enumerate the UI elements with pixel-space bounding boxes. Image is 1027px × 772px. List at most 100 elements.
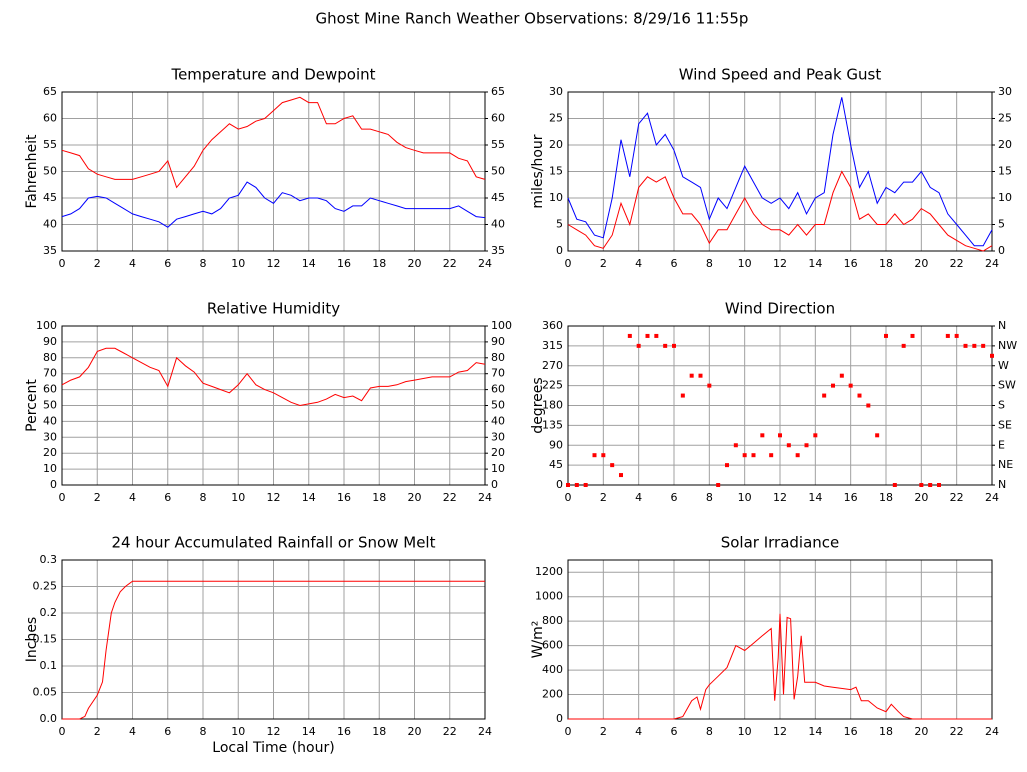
y-tick-label: 0.0: [40, 712, 58, 725]
y2-tick-label: S: [998, 399, 1005, 412]
x-tick-label: 8: [200, 257, 207, 270]
point: [663, 343, 668, 348]
y-axis-label: miles/hour: [530, 134, 546, 208]
point: [981, 343, 986, 348]
point: [725, 463, 729, 468]
y2-tick-label: 25: [998, 112, 1012, 125]
point: [627, 333, 632, 338]
y2-tick-label: NE: [998, 458, 1013, 471]
y-tick-label: 180: [542, 399, 563, 412]
point: [848, 383, 853, 388]
x-tick-label: 4: [129, 491, 136, 504]
x-tick-label: 14: [808, 491, 822, 504]
y-tick-label: 90: [43, 335, 57, 348]
point: [592, 453, 597, 458]
x-tick-label: 16: [337, 257, 351, 270]
x-tick-label: 24: [985, 491, 999, 504]
x-tick-label: 22: [950, 257, 964, 270]
y2-tick-label: NW: [998, 339, 1017, 352]
chart-title: Wind Direction: [725, 300, 835, 318]
y-tick-label: 100: [36, 319, 57, 332]
point: [707, 383, 712, 388]
y-tick-label: 10: [549, 191, 563, 204]
point: [866, 403, 871, 408]
x-tick-label: 0: [565, 257, 572, 270]
y-tick-label: 55: [43, 138, 57, 151]
y-tick-label: 200: [542, 688, 563, 701]
point: [875, 433, 880, 438]
point: [857, 393, 862, 398]
y-tick-label: 600: [542, 639, 563, 652]
point: [928, 483, 933, 487]
y-tick-label: 70: [43, 367, 57, 380]
y-tick-label: 30: [549, 85, 563, 98]
x-tick-label: 6: [164, 491, 171, 504]
y-axis-label: Inches: [24, 617, 40, 662]
y2-tick-label: 15: [998, 165, 1012, 178]
x-tick-label: 4: [635, 725, 642, 738]
point: [892, 483, 897, 487]
y2-tick-label: 65: [491, 85, 505, 98]
series-line: [568, 613, 992, 720]
y2-tick-label: 0: [491, 478, 498, 491]
x-tick-label: 2: [600, 257, 607, 270]
x-tick-label: 8: [706, 491, 713, 504]
point: [972, 343, 977, 348]
y2-tick-label: N: [998, 478, 1006, 491]
y2-tick-label: 80: [491, 351, 505, 364]
x-tick-label: 14: [808, 257, 822, 270]
point: [680, 393, 685, 398]
x-tick-label: 12: [773, 257, 787, 270]
y2-tick-label: 100: [491, 319, 512, 332]
page-title: Ghost Mine Ranch Weather Observations: 8…: [316, 10, 749, 28]
x-tick-label: 20: [408, 257, 422, 270]
x-tick-label: 20: [914, 491, 928, 504]
x-tick-label: 22: [443, 725, 457, 738]
y-tick-label: 1000: [535, 590, 563, 603]
x-tick-label: 12: [267, 491, 281, 504]
y-tick-label: 45: [43, 191, 57, 204]
y2-tick-label: 5: [998, 218, 1005, 231]
point: [804, 443, 809, 448]
y-tick-label: 0.15: [33, 633, 58, 646]
y-tick-label: 270: [542, 359, 563, 372]
y2-tick-label: 0: [998, 244, 1005, 257]
y2-tick-label: 60: [491, 112, 505, 125]
y2-tick-label: 20: [998, 138, 1012, 151]
y2-tick-label: 50: [491, 399, 505, 412]
series-line: [61, 347, 486, 407]
point: [839, 373, 844, 378]
point: [654, 333, 659, 338]
x-tick-label: 14: [302, 257, 316, 270]
chart-title: Solar Irradiance: [721, 534, 840, 552]
y2-tick-label: 30: [491, 430, 505, 443]
x-tick-label: 22: [950, 725, 964, 738]
x-tick-label: 8: [706, 257, 713, 270]
x-tick-label: 10: [231, 257, 245, 270]
x-tick-label: 20: [914, 257, 928, 270]
y-tick-label: 400: [542, 663, 563, 676]
point: [813, 433, 818, 438]
y-tick-label: 60: [43, 383, 57, 396]
x-tick-label: 12: [773, 491, 787, 504]
x-tick-label: 0: [59, 257, 66, 270]
y2-tick-label: 10: [998, 191, 1012, 204]
x-tick-label: 24: [478, 491, 492, 504]
y-tick-label: 0.3: [40, 553, 58, 566]
x-tick-label: 16: [844, 491, 858, 504]
point: [619, 473, 623, 478]
x-tick-label: 12: [267, 257, 281, 270]
y-tick-label: 1200: [535, 565, 563, 578]
plot-frame: [567, 559, 993, 720]
y-tick-label: 20: [549, 138, 563, 151]
y-tick-label: 0.05: [33, 686, 58, 699]
x-tick-label: 0: [565, 491, 572, 504]
x-tick-label: 10: [231, 725, 245, 738]
point: [901, 343, 906, 348]
x-tick-label: 6: [671, 491, 678, 504]
point: [884, 333, 888, 338]
chart-title: Temperature and Dewpoint: [170, 66, 375, 84]
y2-tick-label: SW: [998, 379, 1016, 392]
point: [786, 443, 791, 448]
